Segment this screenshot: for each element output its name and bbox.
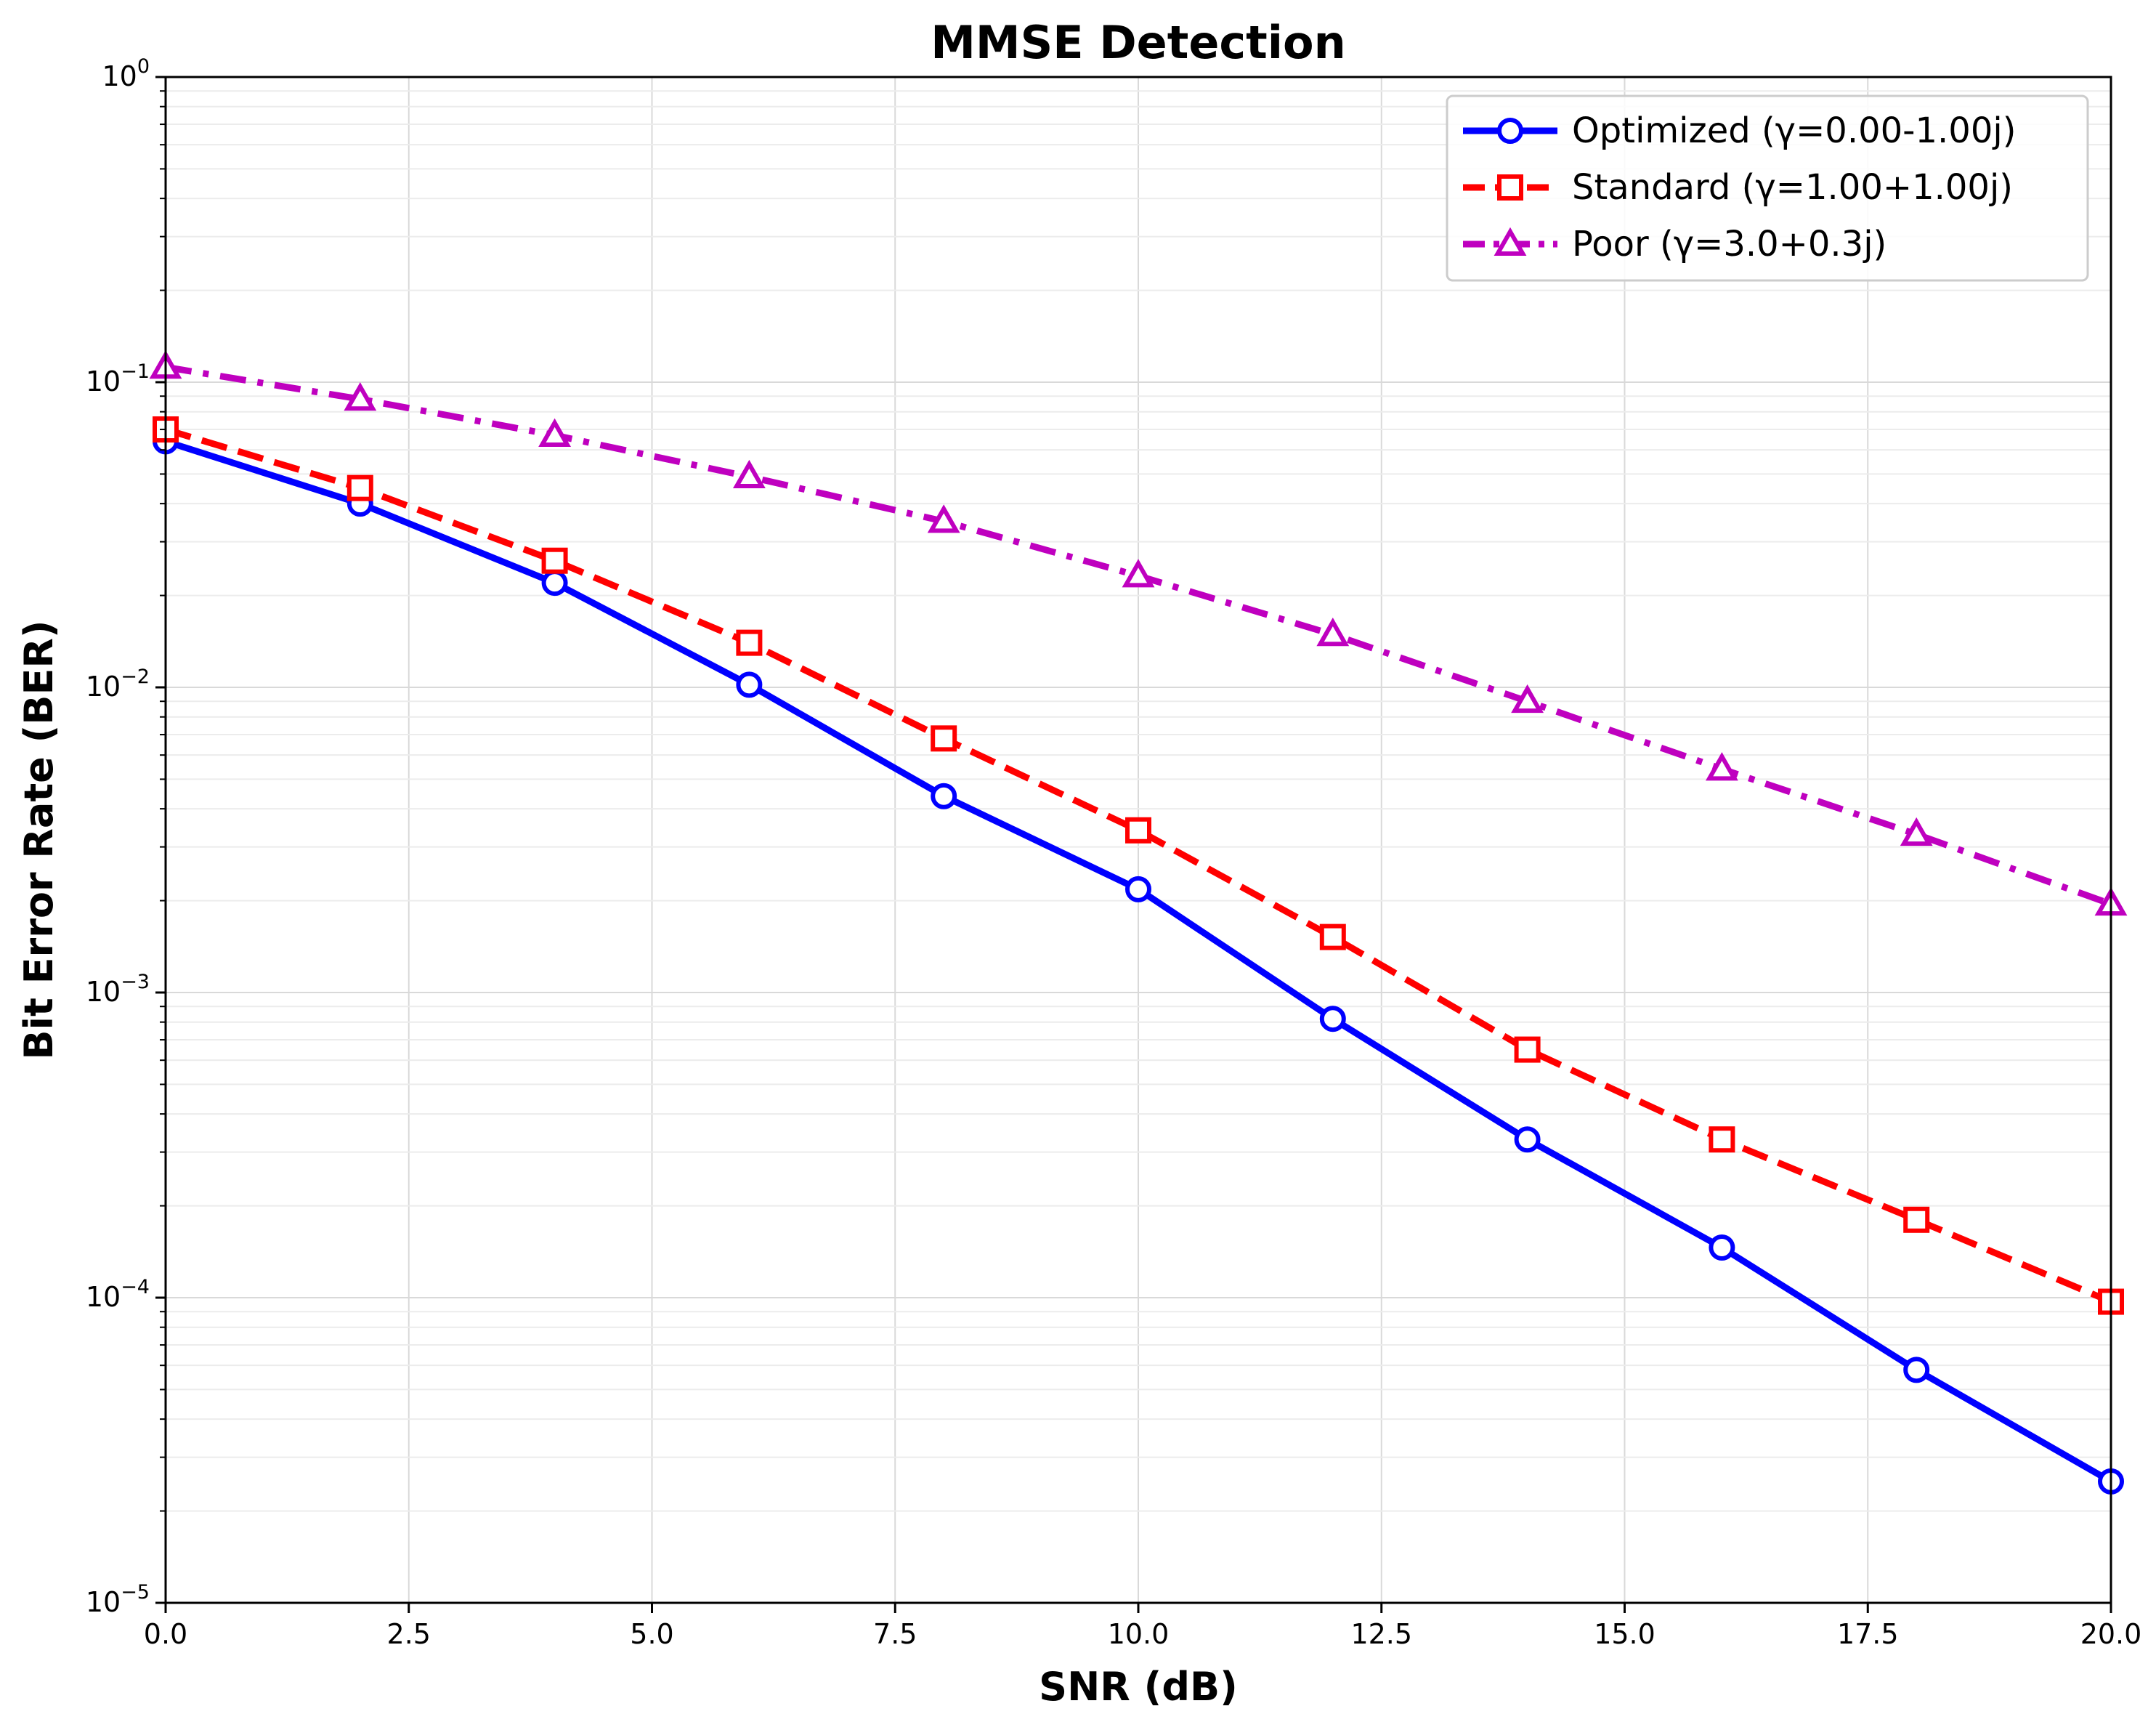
- legend-marker: [1494, 227, 1527, 256]
- y-tick-exponent: −2: [121, 666, 150, 688]
- x-axis-label: SNR (dB): [1039, 1664, 1238, 1710]
- legend-label: Optimized (γ=0.00-1.00j): [1572, 110, 2016, 151]
- legend-label: Standard (γ=1.00+1.00j): [1572, 167, 2013, 208]
- y-tick-exponent: 0: [137, 55, 150, 78]
- data-point: [1125, 876, 1151, 902]
- data-point: [1514, 1036, 1541, 1063]
- data-point: [346, 474, 373, 501]
- y-tick-label: 10−5: [86, 1581, 150, 1618]
- y-tick-label: 10−1: [86, 360, 150, 397]
- data-point: [538, 418, 572, 447]
- data-point: [732, 459, 766, 489]
- legend-item: Poor (γ=3.0+0.3j): [1463, 224, 1886, 264]
- data-point: [344, 382, 377, 411]
- x-tick-label: 15.0: [1594, 1618, 1655, 1650]
- legend: Optimized (γ=0.00-1.00j) Standard (γ=1.00…: [1446, 94, 2089, 282]
- ticks: 0.0 2.5 5.0 7.5 10.0 12.5 15.0 17.5 20.010010−11…: [86, 55, 2141, 1650]
- y-tick-base: 10: [86, 1281, 121, 1313]
- data-point: [1514, 1126, 1541, 1153]
- data-point: [1319, 923, 1346, 950]
- legend-item: Standard (γ=1.00+1.00j): [1463, 167, 2013, 208]
- data-point: [1900, 817, 1933, 846]
- data-point: [1511, 684, 1544, 714]
- data-point: [927, 504, 960, 533]
- y-tick-exponent: −1: [121, 360, 150, 383]
- data-point: [1316, 617, 1350, 647]
- data-point: [541, 547, 568, 574]
- data-point: [1709, 1126, 1735, 1153]
- series-triangle: [149, 350, 2128, 916]
- y-tick-label: 100: [102, 55, 150, 92]
- y-tick-exponent: −3: [121, 971, 150, 993]
- x-tick-label: 20.0: [2080, 1618, 2142, 1650]
- y-tick-exponent: −4: [121, 1276, 150, 1298]
- data-point: [1709, 1234, 1735, 1261]
- y-tick-label: 10−2: [86, 666, 150, 703]
- x-tick-label: 17.5: [1837, 1618, 1899, 1650]
- chart-title: MMSE Detection: [931, 16, 1346, 69]
- x-tick-label: 7.5: [873, 1618, 917, 1650]
- data-point: [1903, 1357, 1930, 1383]
- series-circle: [153, 428, 2124, 1495]
- data-point: [1319, 1006, 1346, 1032]
- x-tick-label: 5.0: [630, 1618, 673, 1650]
- y-tick-base: 10: [86, 976, 121, 1008]
- legend-box: [1446, 94, 2089, 282]
- x-tick-label: 10.0: [1108, 1618, 1170, 1650]
- y-tick-base: 10: [86, 671, 121, 703]
- y-tick-label: 10−3: [86, 971, 150, 1008]
- y-tick-label: 10−4: [86, 1276, 150, 1313]
- data-point: [1125, 817, 1151, 844]
- series-line: [164, 426, 2112, 1305]
- x-tick-label: 12.5: [1350, 1618, 1412, 1650]
- x-tick-label: 0.0: [144, 1618, 187, 1650]
- x-tick-label: 2.5: [387, 1618, 431, 1650]
- legend-item: Optimized (γ=0.00-1.00j): [1463, 110, 2016, 151]
- y-tick-base: 10: [86, 365, 121, 397]
- legend-marker: [1497, 174, 1523, 201]
- data-point: [1122, 559, 1155, 588]
- data-point: [1705, 752, 1738, 781]
- data-point: [736, 629, 763, 656]
- data-point: [931, 783, 957, 809]
- y-axis-label: Bit Error Rate (BER): [16, 620, 62, 1059]
- data-point: [931, 725, 957, 752]
- data-point: [736, 671, 763, 698]
- legend-marker: [1497, 118, 1523, 144]
- y-tick-base: 10: [86, 1586, 121, 1618]
- y-tick-base: 10: [102, 60, 137, 92]
- data-point: [1903, 1206, 1930, 1233]
- legend-label: Poor (γ=3.0+0.3j): [1572, 224, 1886, 264]
- data-point: [541, 570, 568, 597]
- y-tick-exponent: −5: [121, 1581, 150, 1604]
